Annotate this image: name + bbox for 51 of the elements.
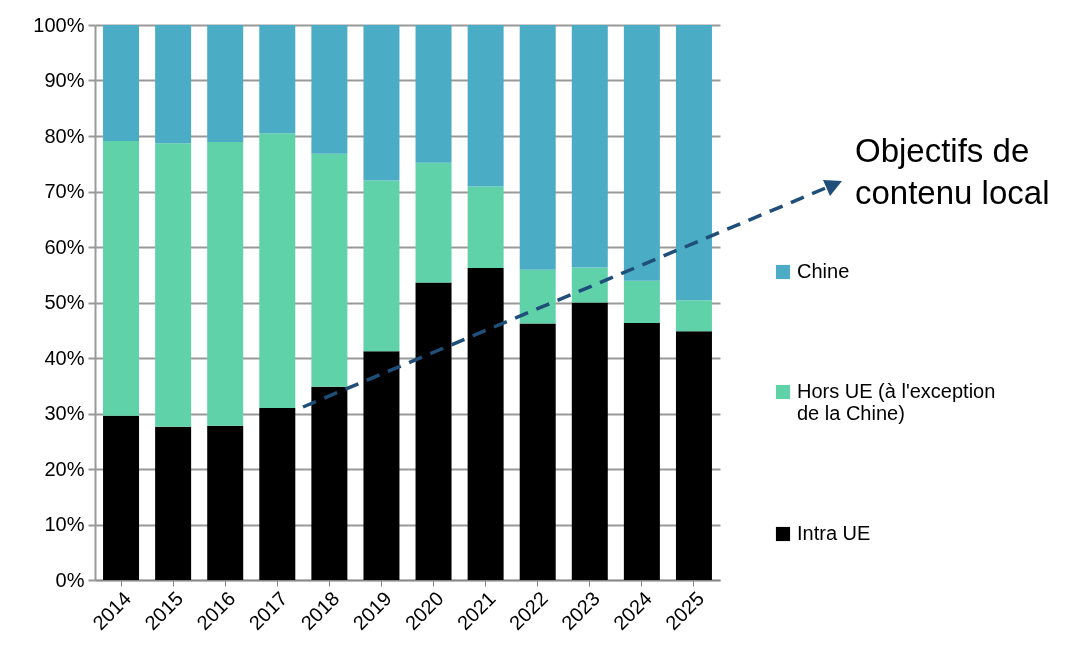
bar <box>311 25 348 154</box>
y-tick-label: 90% <box>44 69 85 91</box>
bar <box>519 269 556 324</box>
bar <box>363 25 400 181</box>
y-tick-label: 100% <box>33 13 85 36</box>
y-tick-label: 0% <box>55 568 85 591</box>
y-tick-label: 40% <box>44 346 85 369</box>
bar <box>675 25 712 301</box>
bar <box>467 186 504 269</box>
bar <box>207 425 244 580</box>
bar <box>467 268 504 580</box>
bar <box>311 386 348 580</box>
legend-label: Chine <box>797 260 850 282</box>
bar <box>103 25 140 141</box>
bar <box>207 142 244 426</box>
bar <box>259 25 296 134</box>
bar <box>571 267 608 303</box>
bar <box>571 302 608 580</box>
bar <box>675 331 712 580</box>
bar <box>571 25 608 268</box>
bar <box>415 25 452 163</box>
bar <box>259 133 296 408</box>
bar <box>363 351 400 580</box>
bar <box>415 282 452 580</box>
text: Objectifs de contenu local <box>855 131 1051 213</box>
y-tick-label: 80% <box>44 124 85 147</box>
bar <box>623 25 660 281</box>
bar <box>623 323 660 580</box>
bar <box>519 323 556 580</box>
bar <box>103 415 140 580</box>
bar <box>675 300 712 332</box>
legend-label: Intra UE <box>797 522 871 544</box>
y-tick-label: 70% <box>44 180 85 202</box>
bar <box>259 407 296 580</box>
bar <box>363 180 400 352</box>
bar <box>519 25 556 270</box>
bar <box>207 25 244 143</box>
y-tick-label: 30% <box>44 402 85 424</box>
bar <box>103 141 140 416</box>
y-tick-label: 10% <box>44 513 85 535</box>
bar <box>155 143 192 427</box>
legend-label: Hors UE (à l'exception de la Chine) <box>797 380 996 424</box>
y-tick-label: 20% <box>44 457 85 480</box>
bar <box>623 280 660 324</box>
y-tick-label: 60% <box>44 235 85 258</box>
bar <box>415 162 452 283</box>
bar <box>155 426 192 580</box>
bar <box>467 25 504 187</box>
bar <box>311 153 348 387</box>
y-tick-label: 50% <box>44 291 85 313</box>
bar <box>155 25 192 144</box>
